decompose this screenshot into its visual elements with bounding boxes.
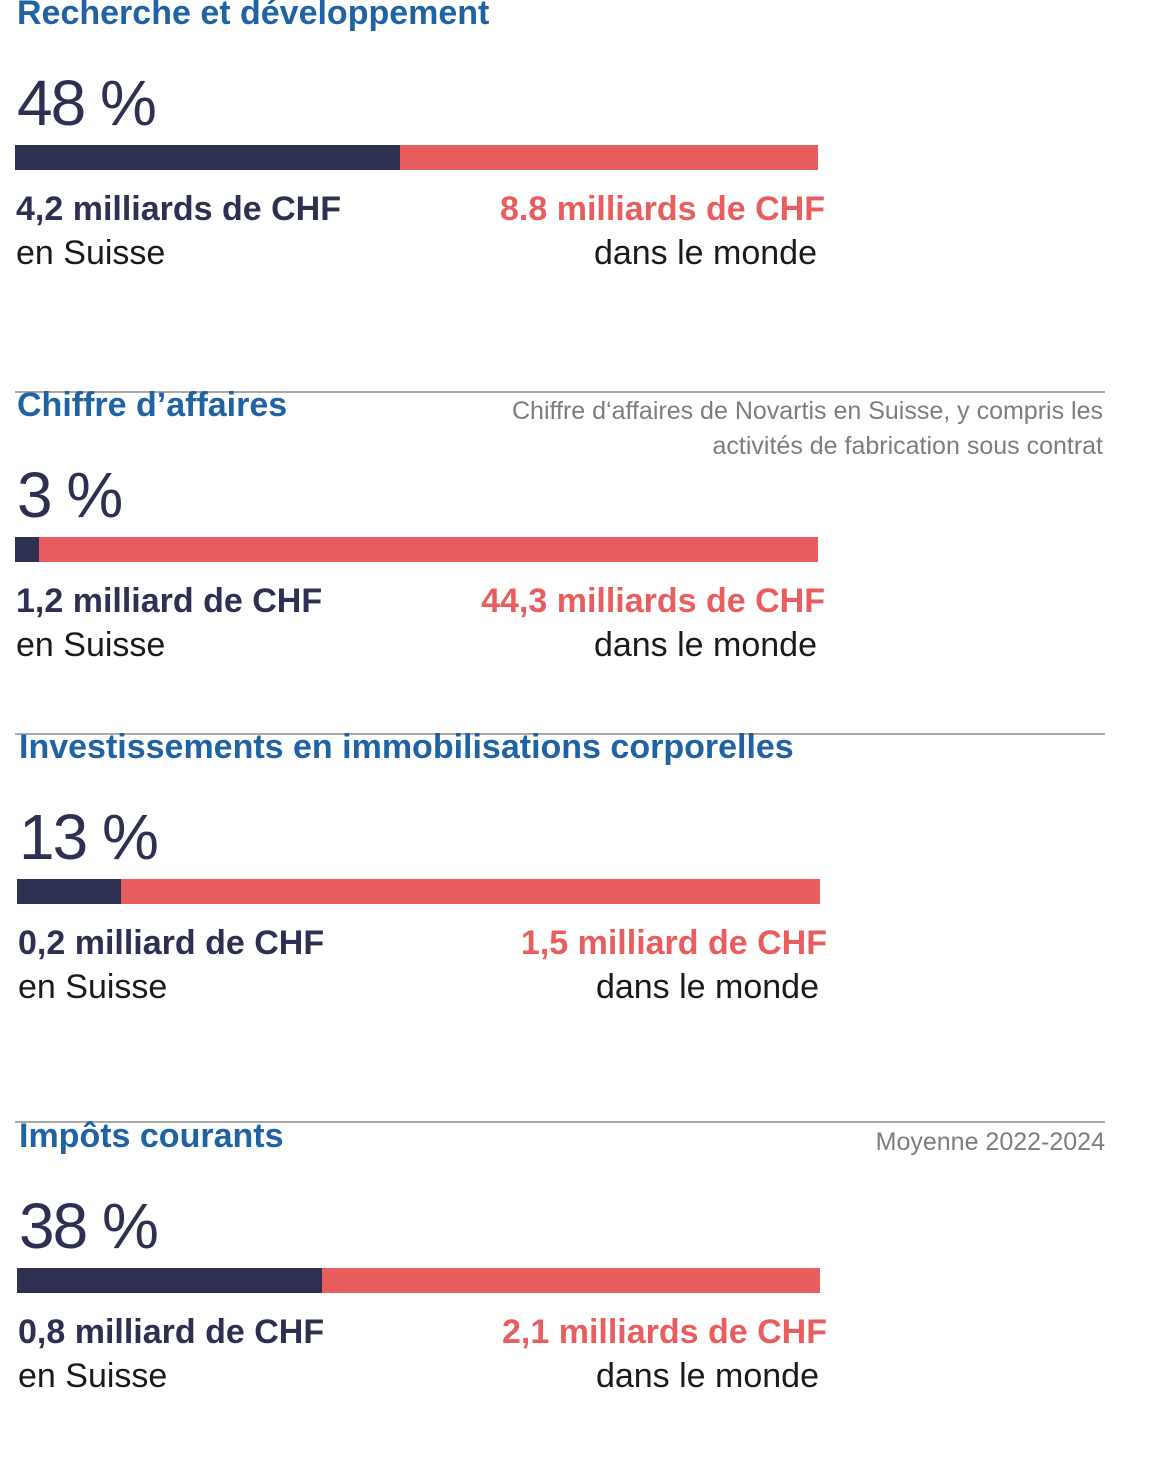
section-divider [15,1121,1105,1123]
swiss-share-bar [17,1268,323,1293]
swiss-value: 0,2 milliard de CHF [18,924,325,962]
swiss-value: 1,2 milliard de CHF [16,582,323,620]
section-title: Recherche et développement [17,0,490,32]
section-divider [15,391,1105,393]
world-bar [15,145,818,170]
section-divider [15,733,1105,735]
world-bar [17,879,820,904]
section-note: Moyenne 2022-2024 [875,1128,1105,1156]
swiss-share-bar [15,537,40,562]
section-title: Impôts courants [19,1117,284,1155]
section-note: Chiffre d‘affaires de Novartis en Suisse… [512,397,1103,460]
percent-label: 13 % [19,801,159,873]
metric-section: Investissements en immobilisations corpo… [17,724,1117,1024]
swiss-value: 4,2 milliards de CHF [16,190,341,228]
swiss-share-bar [15,145,401,170]
percent-label: 48 % [17,67,157,139]
metric-section: Chiffre d’affaires Chiffre d‘affaires de … [15,382,1115,682]
percent-label: 38 % [19,1190,159,1262]
world-value: 2,1 milliards de CHF [502,1313,827,1351]
swiss-share-bar [17,879,122,904]
section-title: Chiffre d’affaires [17,386,288,424]
world-label: dans le monde [595,1357,819,1395]
metric-section: Recherche et développement 48 % 4,2 millia… [15,0,1115,290]
metric-section: Impôts courants Moyenne 2022-2024 38 % 0,8 … [17,1113,1117,1413]
swiss-label: en Suisse [18,968,168,1006]
world-value: 8.8 milliards de CHF [500,190,825,228]
percent-label: 3 % [17,459,123,531]
world-bar [15,537,818,562]
world-label: dans le monde [593,626,817,664]
world-label: dans le monde [593,234,817,272]
section-title: Investissements en immobilisations corpo… [19,728,794,766]
world-label: dans le monde [595,968,819,1006]
world-value: 44,3 milliards de CHF [481,582,825,620]
swiss-label: en Suisse [16,234,166,272]
swiss-label: en Suisse [18,1357,168,1395]
world-value: 1,5 milliard de CHF [520,924,827,962]
world-bar [17,1268,820,1293]
swiss-label: en Suisse [16,626,166,664]
swiss-value: 0,8 milliard de CHF [18,1313,325,1351]
